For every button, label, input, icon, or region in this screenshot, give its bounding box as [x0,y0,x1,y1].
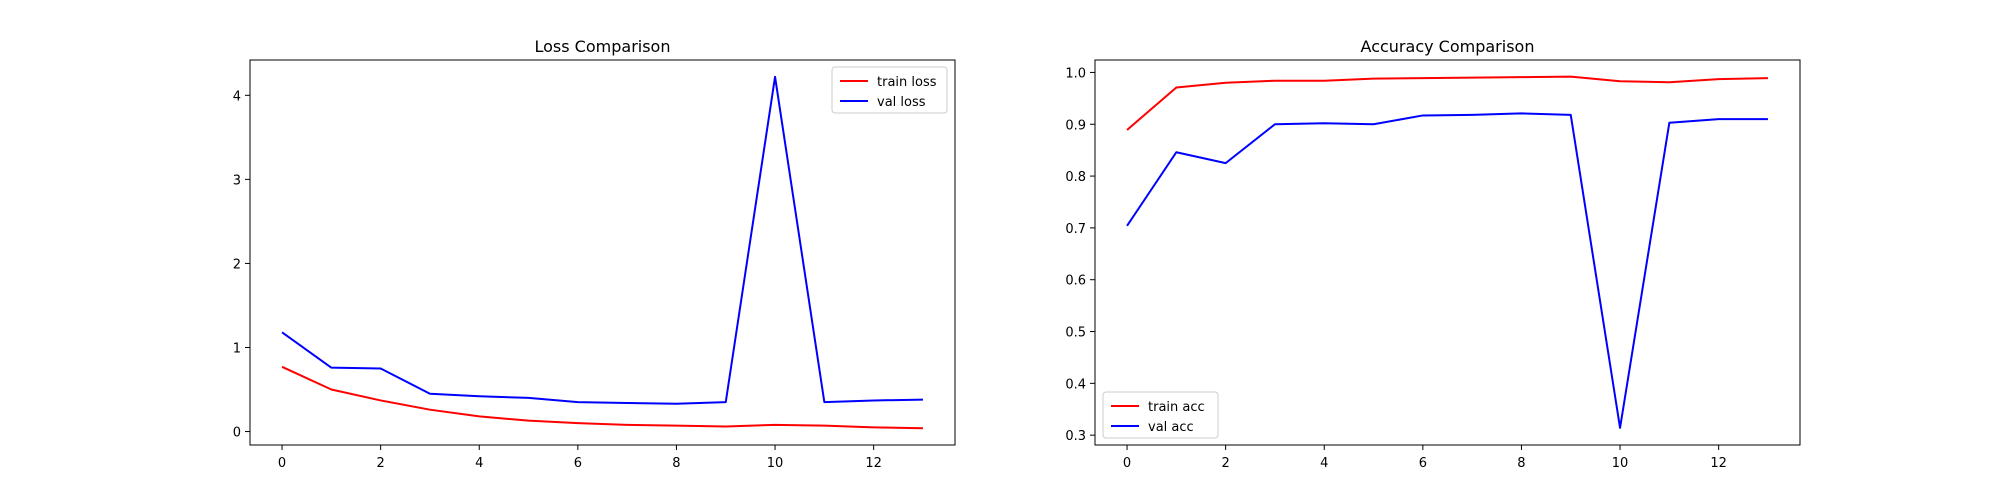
x-tick-label: 0 [278,456,286,471]
x-tick-label: 2 [377,456,385,471]
legend-label: val acc [1148,420,1194,435]
val-loss-series-line [281,75,923,405]
x-tick-label: 10 [1612,456,1629,471]
legend: train loss val loss [831,66,948,114]
x-tick-label: 8 [1517,456,1525,471]
y-tick-label: 0.8 [1065,170,1086,185]
y-tick-label: 2 [233,257,241,272]
y-tick-label: 3 [233,173,241,188]
chart-title: Accuracy Comparison [1361,37,1535,56]
val-acc-series-line [1126,112,1768,429]
chart-title: Loss Comparison [535,37,671,56]
y-tick-label: 0.6 [1065,274,1086,289]
train-loss-series-line [281,365,923,430]
y-tick-label: 0.9 [1065,118,1086,133]
y-tick-label: 0.4 [1065,377,1086,392]
legend-label: train acc [1148,400,1205,415]
x-tick-label: 12 [865,456,882,471]
y-tick-label: 4 [233,89,241,104]
x-tick-label: 8 [672,456,680,471]
y-tick-label: 1.0 [1065,66,1086,81]
x-tick-label: 10 [767,456,784,471]
x-tick-label: 0 [1123,456,1131,471]
y-tick-label: 0.3 [1065,429,1086,444]
legend: train acc val acc [1102,391,1219,439]
legend-label: val loss [877,95,926,110]
train-acc-series-line [1126,75,1768,131]
plot-frame [249,59,956,446]
y-tick-label: 0 [233,426,241,441]
y-tick-label: 0.7 [1065,222,1086,237]
y-tick-label: 0.5 [1065,326,1086,341]
legend-label: train loss [877,75,937,90]
accuracy-comparison-chart: Accuracy Comparison 0 2 4 6 8 10 12 0.3 0.4 0.5 0.… [1065,37,1801,471]
plot-frame [1094,59,1801,446]
y-tick-label: 1 [233,341,241,356]
x-tick-label: 6 [574,456,582,471]
x-tick-label: 6 [1419,456,1427,471]
x-tick-label: 4 [1320,456,1328,471]
x-tick-label: 4 [475,456,483,471]
x-tick-label: 2 [1222,456,1230,471]
x-tick-label: 12 [1710,456,1727,471]
